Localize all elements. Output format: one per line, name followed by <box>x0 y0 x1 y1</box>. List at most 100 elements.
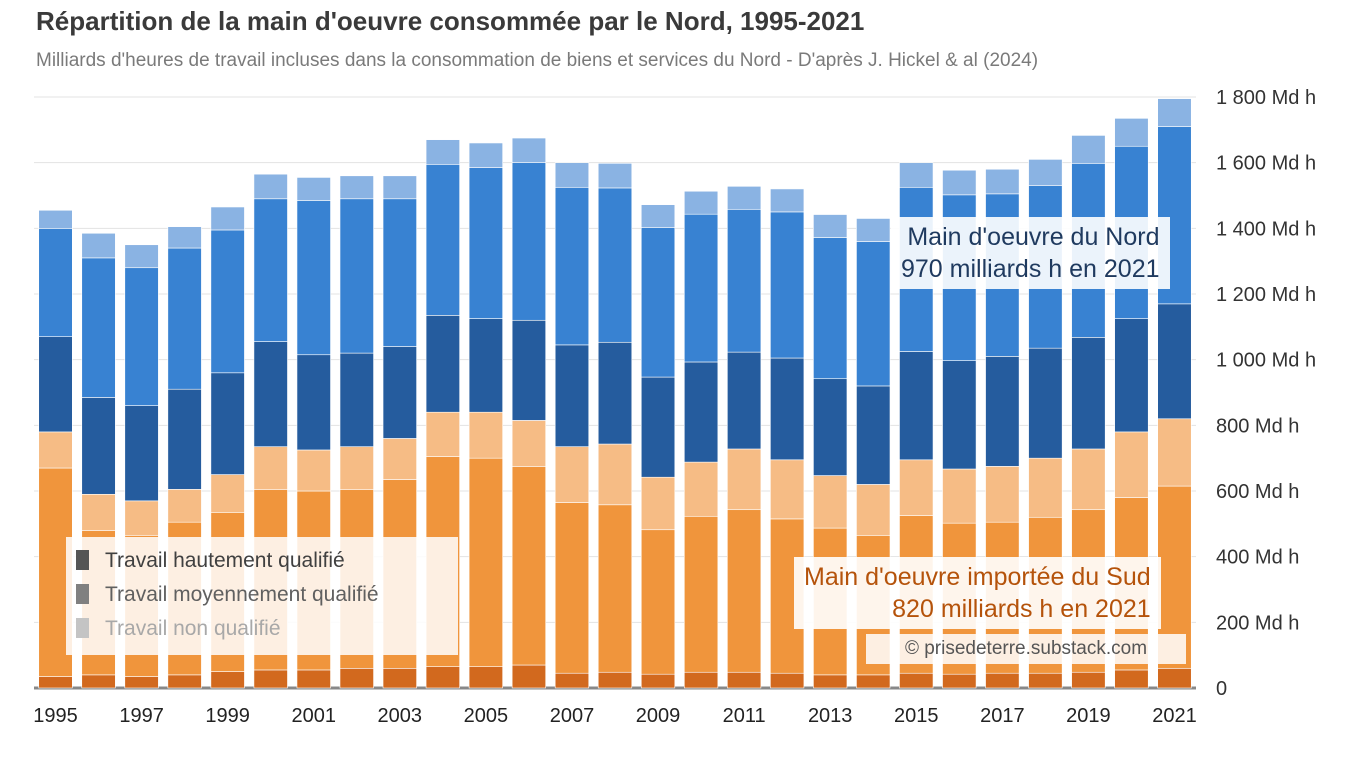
source-credit: © prisedeterre.substack.com <box>866 634 1186 664</box>
bar-segment-2016-s5 <box>942 169 977 196</box>
bar-segment-2008-s0 <box>597 671 633 689</box>
bar-segment-2012-s5 <box>770 188 805 213</box>
x-tick-label: 1999 <box>205 705 250 727</box>
bar-segment-2017-s3 <box>985 356 1020 467</box>
bar-segment-2004-s4 <box>425 164 460 316</box>
legend-label-medium: Travail moyennement qualifié <box>105 583 379 606</box>
bar-segment-2008-s4 <box>597 187 633 343</box>
bar-segment-2011-s1 <box>727 509 762 673</box>
x-tick-label: 2001 <box>291 705 336 727</box>
legend-item-medium: Travail moyennement qualifié <box>76 583 379 607</box>
x-tick-label: 1995 <box>33 705 78 727</box>
bar-segment-2000-s3 <box>253 341 288 447</box>
bar-segment-2011-s0 <box>727 671 762 689</box>
bar-segment-2009-s3 <box>640 376 676 478</box>
y-tick-label: 1 200 Md h <box>1216 284 1316 306</box>
bar-segment-2008-s1 <box>597 504 633 673</box>
bar-segment-2003-s5 <box>382 175 417 200</box>
bar-segment-2009-s5 <box>640 204 676 228</box>
bar-segment-2021-s3 <box>1157 303 1192 420</box>
x-tick-label: 2013 <box>808 705 853 727</box>
bar-segment-2005-s0 <box>468 666 503 689</box>
bar-segment-1995-s3 <box>38 336 73 433</box>
bar-segment-2009-s0 <box>640 673 676 689</box>
bar-segment-2014-s2 <box>856 484 891 536</box>
bar-segment-2011-s3 <box>727 351 762 450</box>
x-tick-label: 2021 <box>1152 705 1197 727</box>
bar-segment-2010-s0 <box>683 671 719 689</box>
bar-segment-2017-s2 <box>985 466 1020 523</box>
bar-segment-1996-s2 <box>81 493 116 531</box>
bar-segment-2006-s5 <box>511 137 547 163</box>
bar-segment-2002-s3 <box>339 352 374 447</box>
bar-segment-2017-s0 <box>985 672 1020 689</box>
bar-segment-2000-s4 <box>253 198 288 342</box>
bar-segment-2003-s2 <box>382 438 417 480</box>
bar-segment-2002-s2 <box>339 446 374 490</box>
bar-segment-1995-s5 <box>38 209 73 229</box>
bar-segment-1999-s4 <box>210 229 245 374</box>
bar-segment-2013-s3 <box>813 378 848 476</box>
bar-segment-2014-s5 <box>856 218 891 242</box>
bar-segment-2002-s5 <box>339 175 374 200</box>
y-tick-label: 400 Md h <box>1216 547 1299 569</box>
bar-segment-1998-s0 <box>167 674 202 689</box>
bar-segment-2008-s2 <box>597 443 633 506</box>
bar-segment-2004-s2 <box>425 411 460 457</box>
bar-segment-2007-s1 <box>554 502 590 674</box>
bar-segment-1995-s2 <box>38 431 73 469</box>
x-axis-ticks: 1995 1997 1999 2001 2003 2005 2007 2009 2011 2013… <box>33 705 1196 727</box>
bar-segment-2012-s0 <box>770 672 805 689</box>
bar-segment-2007-s2 <box>554 446 590 503</box>
bar-segment-1999-s2 <box>210 474 245 513</box>
y-axis-ticks: 0 200 Md h 400 Md h 600 Md h 800 Md h 1 000 M… <box>1216 87 1316 700</box>
bar-segment-1997-s0 <box>124 676 159 689</box>
bar-segment-2019-s0 <box>1071 671 1106 689</box>
bar-segment-2013-s4 <box>813 237 848 380</box>
chart-subtitle: Milliards d'heures de travail incluses d… <box>36 50 1039 71</box>
bar-segment-2016-s2 <box>942 468 977 524</box>
bar-segment-2014-s0 <box>856 674 891 689</box>
legend-swatch-low <box>76 618 89 638</box>
bar-segment-2001-s2 <box>296 449 331 492</box>
bar-segment-2006-s2 <box>511 420 547 467</box>
bar-segment-2015-s2 <box>899 459 934 516</box>
bar-segment-1999-s5 <box>210 206 245 231</box>
bar-segment-2011-s5 <box>727 186 762 210</box>
x-tick-label: 1997 <box>119 705 164 727</box>
x-tick-label: 2005 <box>464 705 509 727</box>
bar-segment-2011-s4 <box>727 208 762 353</box>
bar-segment-1997-s4 <box>124 267 159 406</box>
bar-segment-1998-s2 <box>167 489 202 523</box>
bar-segment-2016-s0 <box>942 673 977 689</box>
legend-label-low: Travail non qualifié <box>105 617 281 640</box>
bar-segment-2003-s3 <box>382 346 417 439</box>
bar-segment-2009-s4 <box>640 227 676 378</box>
annotation-south: Main d'oeuvre importée du Sud 820 millia… <box>794 557 1161 629</box>
bar-segment-2017-s5 <box>985 168 1020 195</box>
bar-segment-2015-s5 <box>899 162 934 188</box>
bar-segment-2014-s3 <box>856 385 891 485</box>
bar-segment-2007-s3 <box>554 344 590 447</box>
y-tick-label: 1 000 Md h <box>1216 350 1316 372</box>
bar-segment-2020-s3 <box>1114 318 1149 433</box>
bar-segment-2013-s0 <box>813 674 848 689</box>
bar-segment-2012-s4 <box>770 211 805 359</box>
x-tick-label: 2019 <box>1066 705 1111 727</box>
bar-segment-2009-s2 <box>640 476 676 531</box>
bar-segment-1996-s5 <box>81 232 116 259</box>
legend-item-low: Travail non qualifié <box>76 617 281 641</box>
bar-segment-2007-s4 <box>554 186 590 346</box>
bar-segment-2010-s1 <box>683 515 719 673</box>
legend-swatch-high <box>76 550 89 570</box>
bar-segment-2019-s5 <box>1071 135 1106 164</box>
bar-segment-2013-s5 <box>813 214 848 238</box>
y-tick-label: 1 600 Md h <box>1216 153 1316 175</box>
y-tick-label: 200 Md h <box>1216 612 1299 634</box>
bar-segment-2018-s3 <box>1028 347 1063 459</box>
bar-segment-2010-s3 <box>683 361 719 463</box>
bar-segment-2005-s3 <box>468 318 503 413</box>
x-tick-label: 2009 <box>636 705 681 727</box>
bar-segment-2018-s5 <box>1028 159 1063 186</box>
bar-segment-2001-s5 <box>296 177 331 201</box>
